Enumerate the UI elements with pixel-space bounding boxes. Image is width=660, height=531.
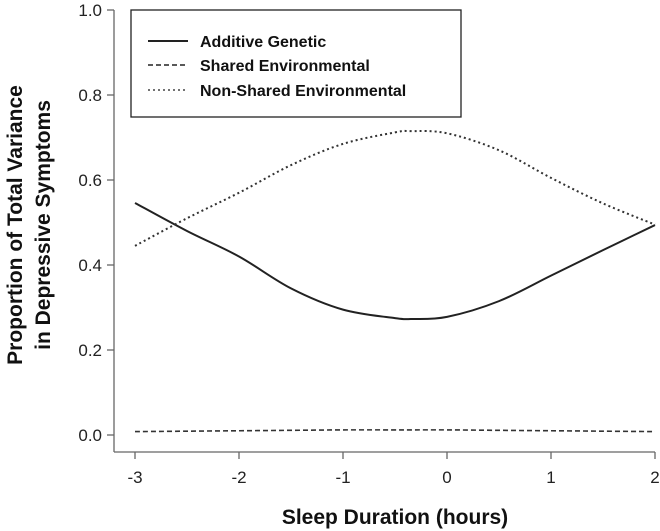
y-tick-label: 0.6 [78,171,102,190]
x-tick-label: -3 [127,468,142,487]
y-axis-title: Proportion of Total Variance in Depressi… [4,85,55,365]
legend-item-additive-genetic: Additive Genetic [148,34,326,51]
legend-label: Additive Genetic [200,34,326,51]
y-tick-label: 0.8 [78,86,102,105]
series-shared-environmental-line [134,429,656,433]
legend-label: Non-Shared Environmental [200,83,406,100]
y-tick-label: 0.2 [78,341,102,360]
series-non-shared-environmental-line [134,129,656,247]
legend-label: Shared Environmental [200,58,370,75]
legend-item-non-shared-environmental: Non-Shared Environmental [148,83,406,100]
x-tick-label: -2 [231,468,246,487]
x-tick-label: 1 [546,468,555,487]
plot-area [134,129,656,433]
y-axis-title-line-1: Proportion of Total Variance [4,85,27,365]
legend: Additive Genetic Shared Environmental No… [130,9,462,118]
legend-item-shared-environmental: Shared Environmental [148,58,370,75]
axes: 0.0 0.2 0.4 0.6 0.8 1.0 -3 -2 -1 0 1 2 [78,1,659,487]
x-tick-label: 2 [650,468,659,487]
legend-box [130,9,462,118]
y-tick-label: 0.0 [78,426,102,445]
x-tick-label: 0 [442,468,451,487]
x-tick-label: -1 [335,468,350,487]
x-axis-title: Sleep Duration (hours) [282,506,508,529]
series-additive-genetic-line [134,202,656,321]
y-tick-label: 0.4 [78,256,102,275]
y-axis-title-line-2: in Depressive Symptoms [32,100,55,350]
y-tick-label: 1.0 [78,1,102,20]
